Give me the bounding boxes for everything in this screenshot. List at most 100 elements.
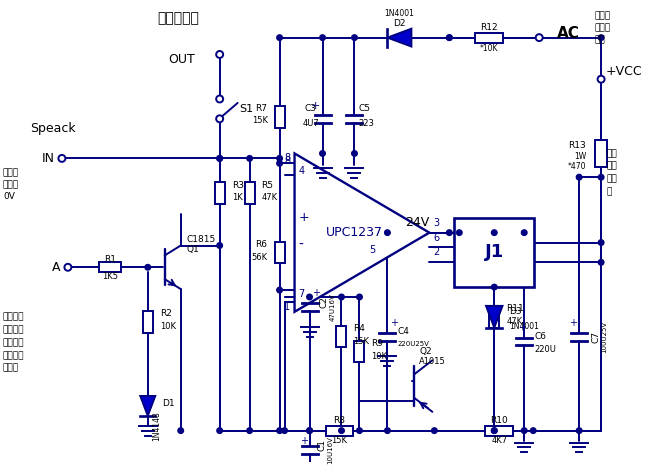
Text: D1: D1: [162, 399, 174, 409]
Text: 56K: 56K: [251, 253, 268, 262]
Circle shape: [352, 151, 357, 156]
Text: 47U16V: 47U16V: [330, 293, 336, 321]
Text: 接直: 接直: [606, 149, 617, 158]
Bar: [489, 306, 500, 328]
Circle shape: [492, 428, 497, 433]
Text: A1015: A1015: [419, 357, 446, 366]
Text: S1: S1: [240, 104, 254, 114]
Text: J1: J1: [485, 243, 504, 262]
Text: R9: R9: [372, 339, 383, 348]
Text: R2: R2: [160, 309, 172, 318]
Circle shape: [530, 428, 536, 433]
Text: UPC1237: UPC1237: [326, 226, 383, 239]
Circle shape: [598, 240, 604, 245]
Text: R12: R12: [481, 23, 498, 32]
Text: 输出至音箱: 输出至音箱: [157, 11, 199, 25]
Circle shape: [58, 155, 65, 162]
Text: R11: R11: [506, 304, 524, 313]
Text: 1K5: 1K5: [102, 272, 118, 281]
Circle shape: [577, 175, 582, 180]
Text: 管上臂发: 管上臂发: [3, 325, 25, 334]
Text: D2: D2: [393, 19, 406, 28]
Bar: [454, 218, 534, 287]
Circle shape: [492, 284, 497, 290]
Circle shape: [447, 35, 452, 40]
Circle shape: [216, 115, 223, 122]
Text: 47K: 47K: [506, 317, 522, 326]
Text: 6: 6: [434, 233, 439, 242]
Circle shape: [357, 294, 362, 300]
Circle shape: [247, 156, 253, 161]
Circle shape: [385, 230, 390, 235]
Text: 接大功率: 接大功率: [3, 312, 25, 321]
Text: C6: C6: [534, 332, 546, 341]
Circle shape: [357, 428, 362, 433]
Polygon shape: [140, 396, 155, 416]
Bar: [485, 426, 513, 436]
Text: 出中点: 出中点: [3, 181, 19, 190]
Circle shape: [320, 35, 325, 40]
Text: 5: 5: [370, 246, 375, 255]
Circle shape: [385, 428, 390, 433]
Text: -: -: [298, 238, 304, 252]
Circle shape: [492, 428, 497, 433]
Polygon shape: [486, 306, 503, 328]
Text: （零点几: （零点几: [3, 351, 25, 360]
Text: +: +: [569, 318, 577, 328]
Text: 2: 2: [434, 248, 439, 257]
Bar: [275, 241, 285, 263]
Text: R5: R5: [262, 181, 274, 190]
Text: C2: C2: [319, 296, 328, 308]
Circle shape: [277, 161, 282, 166]
Text: D3: D3: [509, 307, 522, 316]
Bar: [245, 182, 255, 204]
Bar: [475, 33, 503, 42]
Text: 交流: 交流: [594, 35, 605, 44]
Circle shape: [217, 428, 223, 433]
Text: 47K: 47K: [262, 193, 278, 203]
Text: 15K: 15K: [251, 116, 268, 125]
Text: R1: R1: [104, 255, 116, 264]
Circle shape: [217, 156, 223, 161]
Circle shape: [598, 260, 604, 265]
Text: Q2: Q2: [419, 347, 432, 356]
Text: +: +: [311, 101, 321, 111]
Text: R4: R4: [353, 324, 365, 333]
Circle shape: [535, 34, 543, 41]
Text: 10K: 10K: [372, 352, 387, 361]
Text: R10: R10: [490, 416, 508, 425]
Text: C1: C1: [317, 439, 326, 452]
Text: IN: IN: [42, 152, 55, 165]
Circle shape: [277, 428, 282, 433]
Text: 1K: 1K: [232, 193, 242, 203]
Circle shape: [339, 428, 344, 433]
Text: 1: 1: [285, 302, 291, 312]
Text: *10K: *10K: [480, 44, 498, 53]
Circle shape: [216, 96, 223, 102]
Text: +VCC: +VCC: [606, 65, 643, 78]
Text: OUT: OUT: [168, 53, 195, 66]
Text: 1N4001: 1N4001: [385, 9, 415, 18]
Polygon shape: [387, 28, 411, 47]
Bar: [143, 311, 153, 333]
Text: +: +: [298, 211, 309, 224]
Text: A: A: [52, 261, 60, 274]
Text: R6: R6: [255, 240, 268, 249]
Circle shape: [598, 35, 604, 40]
Text: C3: C3: [304, 105, 317, 113]
Text: 1N4001: 1N4001: [509, 322, 539, 331]
Circle shape: [277, 287, 282, 293]
Circle shape: [521, 230, 527, 235]
Bar: [275, 106, 285, 127]
Text: *470: *470: [567, 162, 586, 171]
Text: 接变压: 接变压: [594, 11, 611, 21]
Circle shape: [577, 428, 582, 433]
Text: 流电: 流电: [606, 162, 617, 171]
Text: 1W: 1W: [574, 152, 586, 161]
Text: 7: 7: [298, 289, 305, 299]
Text: C4: C4: [398, 327, 409, 336]
Text: +: +: [300, 436, 308, 446]
Text: 223: 223: [358, 119, 374, 128]
Text: 10K: 10K: [160, 322, 176, 331]
Text: 10U16V: 10U16V: [328, 437, 334, 464]
